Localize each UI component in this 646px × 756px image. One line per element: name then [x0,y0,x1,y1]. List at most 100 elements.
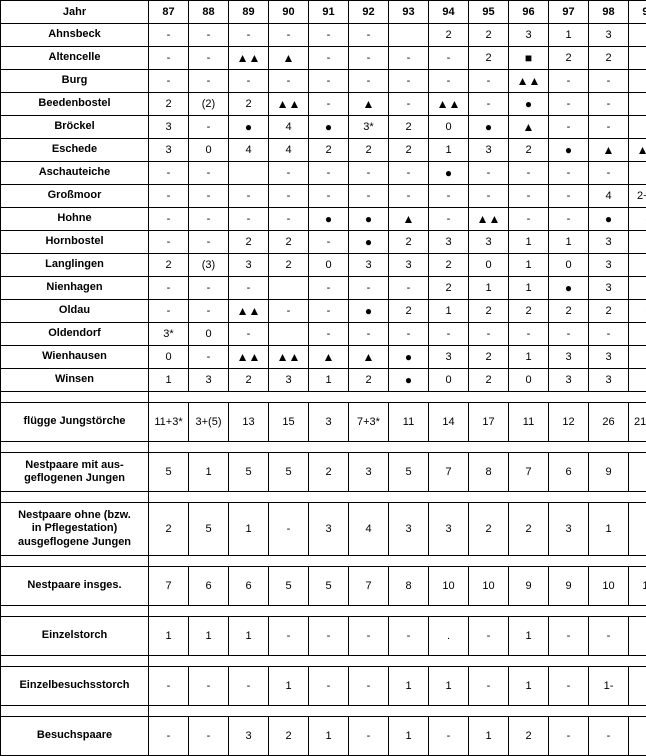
table-row: flügge Jungstörche11+3*3+(5)131537+3*111… [1,403,646,442]
row-label: Einzelstorch [1,617,149,656]
data-cell: - [349,185,389,208]
table-row: Großmoor-----------42+1* [1,185,646,208]
header-label: Jahr [1,1,149,24]
data-cell: - [149,162,189,185]
data-cell: - [509,323,549,346]
data-cell: 3 [549,503,589,556]
data-cell: - [189,185,229,208]
data-cell: 2 [309,139,349,162]
data-cell: 10 [469,567,509,606]
data-cell: 5 [229,453,269,492]
data-cell: 3 [629,277,646,300]
data-cell: ▲▲ [229,346,269,369]
data-cell: 3 [309,403,349,442]
spacer-row [1,442,646,453]
data-cell: . [429,617,469,656]
data-cell: 1 [149,617,189,656]
data-cell: 14 [429,403,469,442]
data-cell: 1 [229,503,269,556]
data-cell: ▲▲ [229,300,269,323]
row-label: Altencelle [1,47,149,70]
row-label: Burg [1,70,149,93]
header-year: 88 [189,1,229,24]
data-cell: 2 [389,300,429,323]
data-cell: 3 [469,231,509,254]
data-cell: 9 [589,453,629,492]
table-row: Einzelbesuchsstorch---1--11-1-1-- [1,667,646,706]
table-row: Bröckel3-●4●3*20●▲--- [1,116,646,139]
data-cell: 9 [509,567,549,606]
data-cell: - [189,346,229,369]
data-cell: - [629,162,646,185]
data-cell: - [149,70,189,93]
header-year: 98 [589,1,629,24]
data-cell: 4 [269,116,309,139]
data-cell: ▲ [349,346,389,369]
data-cell: 0 [509,369,549,392]
data-cell: 1 [389,717,429,756]
data-cell: - [349,24,389,47]
data-cell: - [189,277,229,300]
data-cell: - [269,185,309,208]
data-cell: - [589,717,629,756]
data-cell: 1 [549,24,589,47]
data-cell: 0 [469,254,509,277]
data-cell: 7+3* [349,403,389,442]
data-cell: 7 [429,453,469,492]
row-label: Oldendorf [1,323,149,346]
data-cell: ● [549,139,589,162]
data-cell: 2 [509,139,549,162]
data-cell: - [149,277,189,300]
data-cell: - [309,162,349,185]
header-year: 89 [229,1,269,24]
table-row: Hohne----●●▲-▲▲--●● [1,208,646,231]
data-cell: - [549,717,589,756]
data-cell: 11 [389,403,429,442]
spacer-row [1,392,646,403]
data-cell: 3 [629,24,646,47]
table-row: Oldendorf3*0---------- [1,323,646,346]
row-label: Langlingen [1,254,149,277]
data-cell: ▲▲ [429,93,469,116]
data-cell: - [349,323,389,346]
data-cell: ▲▲ [269,346,309,369]
data-cell: - [629,323,646,346]
data-cell: 3 [549,346,589,369]
data-cell: 0 [189,323,229,346]
data-cell: 2 [469,369,509,392]
data-cell: - [189,300,229,323]
data-cell: 3* [149,323,189,346]
data-cell: - [229,277,269,300]
data-cell: ▲▲ [629,139,646,162]
data-cell: 1 [389,667,429,706]
data-cell: 2 [389,116,429,139]
data-cell: 2 [509,717,549,756]
row-label: Einzelbesuchsstorch [1,667,149,706]
data-cell: 8 [469,453,509,492]
data-cell: - [269,300,309,323]
table-row: Hornbostel--22-●2331133 [1,231,646,254]
data-cell: 1 [429,300,469,323]
data-cell: ● [229,116,269,139]
table-row: Oldau--▲▲--●2122220 [1,300,646,323]
data-cell: 3 [589,254,629,277]
data-cell: - [469,667,509,706]
data-cell: 2 [269,717,309,756]
data-cell: - [469,323,509,346]
data-cell: - [629,93,646,116]
data-cell: 2 [469,24,509,47]
data-cell: - [149,185,189,208]
data-cell: 12 [549,403,589,442]
data-cell: - [629,116,646,139]
data-cell: - [429,717,469,756]
data-cell: 1 [189,617,229,656]
data-cell: - [429,208,469,231]
data-cell: 26 [589,403,629,442]
data-cell: 21+1* [629,403,646,442]
data-cell: 13 [229,403,269,442]
table-row: Langlingen2(3)32033201033 [1,254,646,277]
data-cell: - [389,162,429,185]
data-cell: 1 [189,453,229,492]
data-cell: 3 [589,277,629,300]
data-cell: 3+(5) [189,403,229,442]
